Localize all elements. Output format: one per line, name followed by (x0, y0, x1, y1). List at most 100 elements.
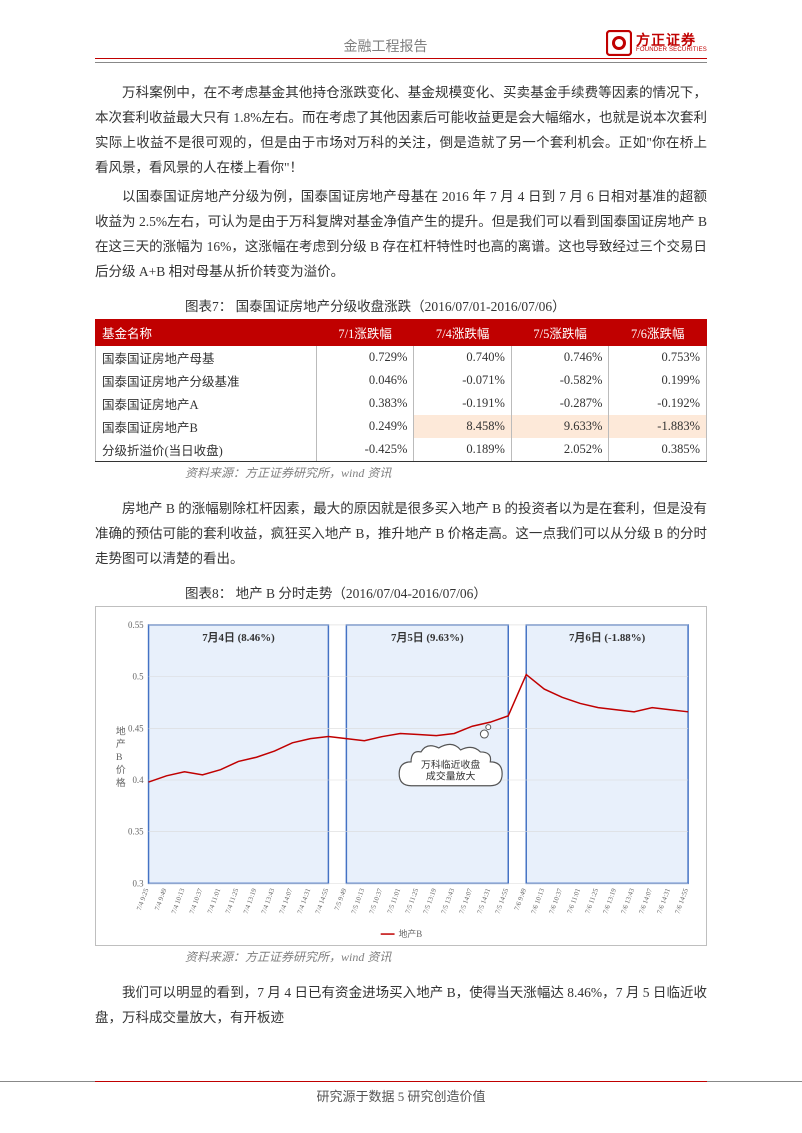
paragraph-3: 房地产 B 的涨幅剔除杠杆因素，最大的原因就是很多买入地产 B 的投资者以为是在… (95, 497, 707, 572)
logo-cn-text: 方正证券 (636, 33, 707, 47)
svg-text:成交量放大: 成交量放大 (426, 769, 476, 782)
svg-text:7/6 9:49: 7/6 9:49 (513, 886, 529, 911)
table-cell: 9.633% (511, 415, 609, 438)
svg-text:7/5 14:55: 7/5 14:55 (494, 886, 511, 914)
svg-text:7/5 14:07: 7/5 14:07 (458, 886, 475, 914)
svg-text:7/4 11:25: 7/4 11:25 (224, 886, 241, 914)
svg-text:7/6 11:25: 7/6 11:25 (584, 886, 601, 914)
table-cell: -0.071% (414, 369, 512, 392)
svg-text:万科临近收盘: 万科临近收盘 (421, 757, 480, 770)
table-cell: 0.046% (316, 369, 414, 392)
svg-text:地产B: 地产B (399, 928, 423, 939)
svg-text:7月4日 (8.46%): 7月4日 (8.46%) (202, 630, 275, 643)
svg-text:7/4 14:55: 7/4 14:55 (314, 886, 331, 914)
table-cell: -1.883% (609, 415, 707, 438)
chart8: 0.3 0.35 0.4 0.45 0.5 0.55 7月4日 (8.46%) 7月5日 (9… (95, 606, 707, 946)
table-cell: 分级折溢价(当日收盘) (96, 438, 317, 462)
logo-icon (606, 30, 632, 56)
chart8-source: 资料来源：方正证券研究所，wind 资讯 (185, 948, 707, 965)
table7-col-header: 基金名称 (96, 319, 317, 345)
table-cell: 0.385% (609, 438, 707, 462)
header-title: 金融工程报告 (130, 36, 641, 56)
table-cell: 国泰国证房地产母基 (96, 345, 317, 369)
svg-text:B: B (116, 752, 123, 763)
paragraph-4: 我们可以明显的看到，7 月 4 日已有资金进场买入地产 B，使得当天涨幅达 8.… (95, 981, 707, 1031)
svg-text:7/5 13:43: 7/5 13:43 (440, 886, 457, 914)
table-cell: 8.458% (414, 415, 512, 438)
table-row: 国泰国证房地产A0.383%-0.191%-0.287%-0.192% (96, 392, 707, 415)
svg-text:0.35: 0.35 (128, 826, 144, 836)
svg-text:7/4 11:01: 7/4 11:01 (206, 886, 223, 914)
table-row: 国泰国证房地产分级基准0.046%-0.071%-0.582%0.199% (96, 369, 707, 392)
svg-text:7/4 13:19: 7/4 13:19 (242, 886, 259, 914)
table-cell: 国泰国证房地产B (96, 415, 317, 438)
table7-col-header: 7/1涨跌幅 (316, 319, 414, 345)
svg-text:7/6 11:01: 7/6 11:01 (566, 886, 583, 914)
svg-text:7月5日 (9.63%): 7月5日 (9.63%) (391, 630, 464, 643)
svg-text:产: 产 (116, 737, 126, 750)
table7-col-header: 7/6涨跌幅 (609, 319, 707, 345)
paragraph-1: 万科案例中，在不考虑基金其他持仓涨跌变化、基金规模变化、买卖基金手续费等因素的情… (95, 81, 707, 181)
chart8-caption: 图表8： 地产 B 分时走势（2016/07/04-2016/07/06） (185, 582, 707, 602)
footer-text: 研究源于数据 5 研究创造价值 (95, 1081, 707, 1105)
svg-text:7/5 10:13: 7/5 10:13 (350, 886, 367, 914)
page-header: 金融工程报告 方正证券 FOUNDER SECURITIES (95, 30, 707, 59)
svg-text:地: 地 (116, 724, 126, 737)
svg-text:7/5 14:31: 7/5 14:31 (476, 886, 493, 914)
svg-text:7/5 11:01: 7/5 11:01 (386, 886, 403, 914)
svg-text:7/6 10:37: 7/6 10:37 (548, 886, 565, 914)
svg-text:价: 价 (116, 764, 126, 776)
svg-text:7/5 10:37: 7/5 10:37 (368, 886, 385, 914)
table-cell: 0.740% (414, 345, 512, 369)
svg-text:7/4 9:25: 7/4 9:25 (135, 886, 151, 911)
svg-text:0.45: 0.45 (128, 723, 144, 733)
svg-text:7/4 13:43: 7/4 13:43 (260, 886, 277, 914)
table7-col-header: 7/4涨跌幅 (414, 319, 512, 345)
table-cell: 2.052% (511, 438, 609, 462)
svg-text:7月6日 (-1.88%): 7月6日 (-1.88%) (569, 630, 646, 643)
svg-text:7/6 13:43: 7/6 13:43 (620, 886, 637, 914)
company-logo: 方正证券 FOUNDER SECURITIES (606, 30, 707, 56)
table-cell: 国泰国证房地产A (96, 392, 317, 415)
svg-text:7/4 10:37: 7/4 10:37 (188, 886, 205, 914)
table7-caption: 图表7： 国泰国证房地产分级收盘涨跌（2016/07/01-2016/07/06… (185, 295, 707, 315)
paragraph-2: 以国泰国证房地产分级为例，国泰国证房地产母基在 2016 年 7 月 4 日到 … (95, 185, 707, 285)
svg-text:7/4 10:13: 7/4 10:13 (170, 886, 187, 914)
table7-col-header: 7/5涨跌幅 (511, 319, 609, 345)
svg-text:7/4 14:31: 7/4 14:31 (296, 886, 313, 914)
table-row: 国泰国证房地产母基0.729%0.740%0.746%0.753% (96, 345, 707, 369)
table-cell: -0.582% (511, 369, 609, 392)
table-cell: 0.189% (414, 438, 512, 462)
svg-text:7/6 14:31: 7/6 14:31 (655, 886, 672, 914)
table-cell: 0.746% (511, 345, 609, 369)
header-divider (95, 62, 707, 63)
table-cell: -0.191% (414, 392, 512, 415)
svg-text:0.3: 0.3 (132, 878, 144, 888)
svg-text:7/5 13:19: 7/5 13:19 (422, 886, 439, 914)
svg-text:7/5 9:49: 7/5 9:49 (333, 886, 349, 911)
svg-text:0.55: 0.55 (128, 620, 144, 630)
table-cell: 0.249% (316, 415, 414, 438)
svg-text:7/6 13:19: 7/6 13:19 (602, 886, 619, 914)
table-row: 分级折溢价(当日收盘)-0.425%0.189%2.052%0.385% (96, 438, 707, 462)
table-cell: 0.199% (609, 369, 707, 392)
svg-text:0.4: 0.4 (132, 775, 144, 785)
svg-text:格: 格 (116, 776, 126, 789)
table-cell: 0.753% (609, 345, 707, 369)
svg-text:7/4 9:49: 7/4 9:49 (153, 886, 169, 911)
table-cell: -0.192% (609, 392, 707, 415)
logo-en-text: FOUNDER SECURITIES (636, 47, 707, 53)
table-row: 国泰国证房地产B0.249%8.458%9.633%-1.883% (96, 415, 707, 438)
svg-text:7/5 11:25: 7/5 11:25 (404, 886, 421, 914)
table-cell: -0.425% (316, 438, 414, 462)
svg-text:7/4 14:07: 7/4 14:07 (278, 886, 295, 914)
table7-source: 资料来源：方正证券研究所，wind 资讯 (185, 464, 707, 481)
svg-text:7/6 10:13: 7/6 10:13 (530, 886, 547, 914)
svg-text:0.5: 0.5 (132, 671, 144, 681)
svg-text:7/6 14:07: 7/6 14:07 (637, 886, 654, 914)
svg-text:7/6 14:55: 7/6 14:55 (673, 886, 690, 914)
table7: 基金名称7/1涨跌幅7/4涨跌幅7/5涨跌幅7/6涨跌幅 国泰国证房地产母基0.… (95, 319, 707, 462)
page-footer: 研究源于数据 5 研究创造价值 (0, 1081, 802, 1105)
table-cell: 0.383% (316, 392, 414, 415)
table-cell: 国泰国证房地产分级基准 (96, 369, 317, 392)
